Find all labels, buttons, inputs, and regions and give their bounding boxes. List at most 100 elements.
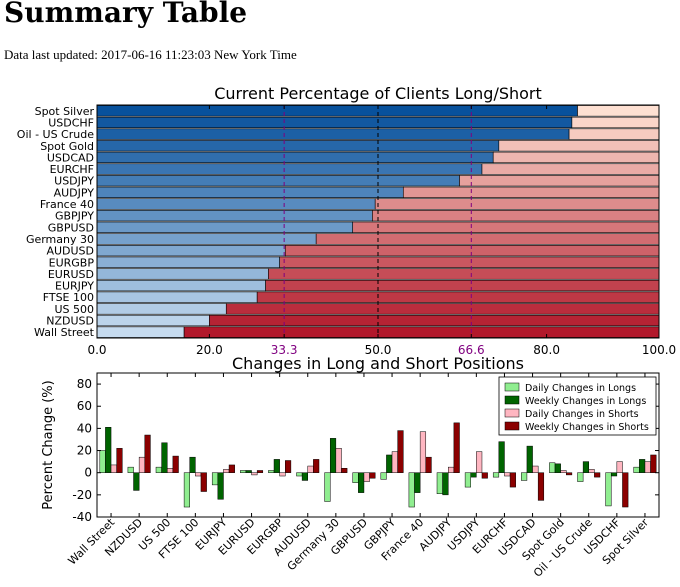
legend-swatch bbox=[504, 408, 520, 418]
chart2-y-axis-label: Percent Change (%) bbox=[41, 380, 56, 509]
short-bar bbox=[183, 326, 660, 338]
short-bar bbox=[279, 256, 660, 268]
change-bar bbox=[228, 464, 235, 473]
long-bar bbox=[96, 221, 354, 233]
change-bar bbox=[521, 472, 528, 481]
change-bar bbox=[408, 472, 415, 508]
chart1-category-label: Spot Gold bbox=[40, 140, 94, 153]
change-bar bbox=[537, 472, 545, 501]
long-bar bbox=[96, 279, 266, 292]
change-bar bbox=[582, 461, 590, 473]
change-bar bbox=[133, 472, 140, 491]
change-bar bbox=[560, 470, 567, 473]
change-bar bbox=[167, 468, 174, 473]
change-bar bbox=[116, 448, 123, 473]
change-bar bbox=[644, 461, 651, 473]
long-bar bbox=[96, 116, 573, 129]
short-bar bbox=[577, 105, 660, 117]
change-bar bbox=[195, 472, 202, 477]
long-bar bbox=[96, 198, 376, 210]
chart2-frame bbox=[96, 372, 660, 518]
change-bar bbox=[335, 448, 342, 473]
change-bar bbox=[200, 472, 207, 492]
chart1-category-label: Germany 30 bbox=[26, 233, 94, 246]
long-bar bbox=[96, 268, 269, 280]
chart1-category-label: USDCHF bbox=[48, 116, 94, 129]
chart1-category-label: EURCHF bbox=[50, 163, 94, 176]
long-bar bbox=[96, 326, 185, 338]
chart1-category-label: Wall Street bbox=[34, 326, 95, 339]
change-bar bbox=[172, 455, 179, 473]
change-bar bbox=[313, 459, 320, 473]
chart2-y-tick-label: 60 bbox=[77, 399, 92, 413]
change-bar bbox=[324, 472, 331, 502]
page-title: Summary Table bbox=[4, 0, 248, 29]
change-bar bbox=[110, 464, 117, 473]
chart2-legend bbox=[498, 376, 657, 436]
legend-swatch bbox=[504, 395, 520, 405]
long-bar bbox=[96, 140, 500, 152]
short-bar bbox=[459, 175, 660, 187]
change-bar bbox=[138, 456, 146, 473]
last-updated-label: Data last updated: bbox=[4, 47, 98, 62]
change-bar bbox=[622, 472, 629, 508]
chart2-y-tick-label: 40 bbox=[77, 421, 92, 435]
change-bar bbox=[341, 468, 348, 473]
change-bar bbox=[633, 466, 640, 473]
chart2-y-tick-label: 20 bbox=[77, 444, 92, 458]
change-bar bbox=[99, 450, 106, 473]
change-bar bbox=[588, 469, 595, 473]
change-bar bbox=[470, 472, 477, 478]
change-bar bbox=[526, 445, 533, 473]
chart2-title: Changes in Long and Short Positions bbox=[232, 354, 524, 373]
change-bar bbox=[183, 472, 190, 508]
change-bar bbox=[144, 434, 151, 473]
change-bar bbox=[273, 459, 280, 473]
change-bar bbox=[498, 441, 505, 473]
change-bar bbox=[391, 451, 398, 473]
short-bar bbox=[256, 291, 660, 303]
change-bar bbox=[217, 472, 224, 500]
change-bar bbox=[616, 461, 623, 473]
short-bar bbox=[372, 210, 660, 222]
change-bar bbox=[509, 472, 516, 488]
chart1-x-tick-label: 66.6 bbox=[458, 343, 485, 357]
short-bar bbox=[225, 303, 660, 315]
change-bar bbox=[549, 462, 556, 473]
long-bar bbox=[96, 210, 373, 222]
short-bar bbox=[268, 268, 660, 280]
long-bar bbox=[96, 163, 483, 175]
last-updated-value: 2017-06-16 11:23:03 New York Time bbox=[101, 47, 297, 62]
short-bar bbox=[352, 221, 660, 233]
change-bar bbox=[211, 472, 219, 486]
change-bar bbox=[594, 472, 601, 478]
change-bar bbox=[245, 470, 252, 473]
short-bar bbox=[498, 140, 660, 152]
chart1-x-tick-label: 33.3 bbox=[271, 343, 298, 357]
change-bar bbox=[127, 466, 134, 473]
short-bar bbox=[571, 116, 660, 129]
change-bar bbox=[329, 438, 337, 473]
change-bar bbox=[639, 459, 646, 473]
long-bar bbox=[96, 256, 280, 268]
short-bar bbox=[315, 233, 660, 245]
chart1-category-label: EURUSD bbox=[48, 268, 94, 281]
chart1-category-label: AUDJPY bbox=[54, 186, 95, 199]
chart1-category-label: USDJPY bbox=[54, 175, 94, 188]
change-bar bbox=[161, 442, 168, 473]
change-bar bbox=[476, 451, 483, 473]
change-bar bbox=[307, 465, 314, 473]
change-bar bbox=[577, 472, 584, 482]
change-bar bbox=[240, 470, 247, 473]
long-bar bbox=[96, 303, 227, 315]
chart1-x-tick-label: 0.0 bbox=[87, 343, 106, 357]
short-bar bbox=[492, 151, 660, 164]
legend-label: Daily Changes in Longs bbox=[525, 383, 636, 394]
change-bar bbox=[448, 466, 455, 473]
change-bar bbox=[285, 460, 292, 473]
chart1-category-label: Oil - US Crude bbox=[17, 128, 94, 141]
change-bar bbox=[414, 472, 421, 493]
legend-swatch bbox=[504, 382, 520, 392]
